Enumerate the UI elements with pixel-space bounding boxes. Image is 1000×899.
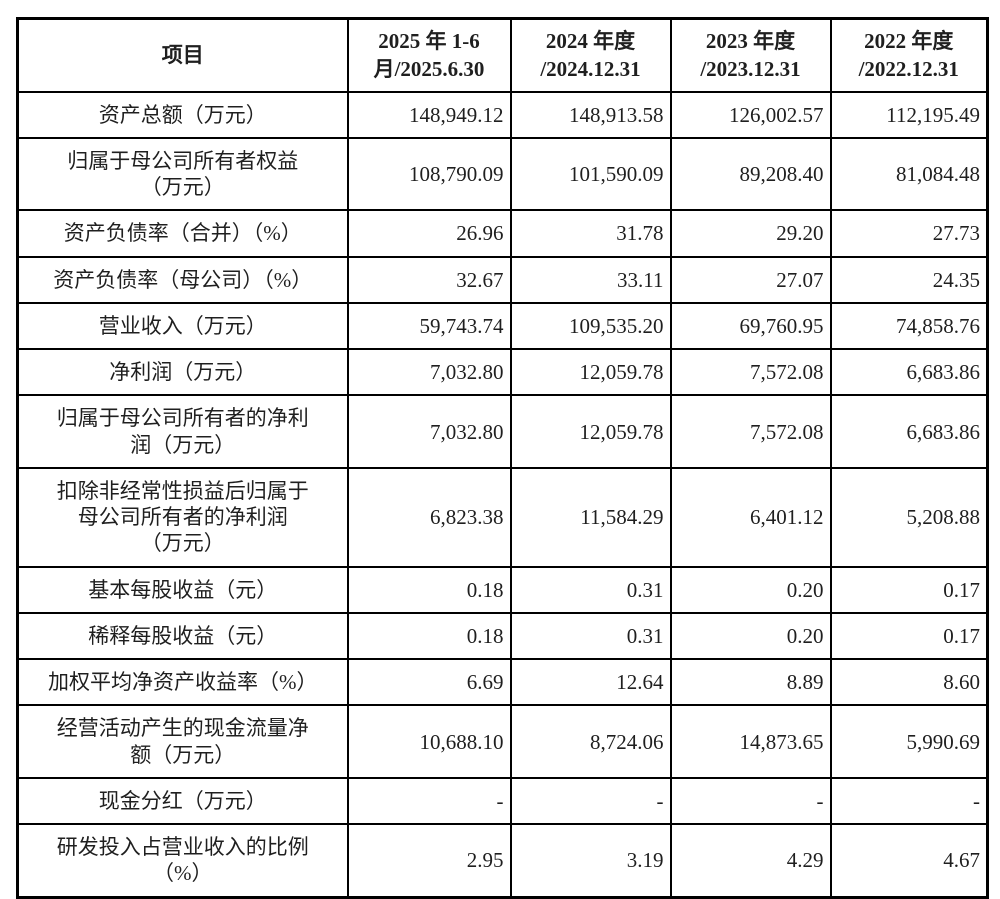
cell-value: 4.29 (669, 823, 832, 899)
table-row: 现金分红（万元） - - - - (16, 776, 989, 826)
cell-value: 0.17 (829, 565, 989, 614)
cell-value: 7,572.08 (669, 348, 832, 397)
cell-value: 12.64 (509, 658, 672, 707)
cell-value: 6,683.86 (829, 348, 989, 397)
cell-value: 12,059.78 (509, 394, 672, 469)
table-row: 资产总额（万元） 148,949.12 148,913.58 126,002.5… (16, 90, 989, 139)
row-label: 研发投入占营业收入的比例 （%） (16, 823, 349, 899)
cell-value: 10,688.10 (346, 704, 512, 779)
cell-value: 109,535.20 (509, 301, 672, 351)
document-page: 项目 2025 年 1-6 月/2025.6.30 2024 年度 /2024.… (16, 17, 989, 899)
table-row: 资产负债率（母公司）（%） 32.67 33.11 27.07 24.35 (16, 255, 989, 304)
cell-value: 5,208.88 (829, 466, 989, 568)
cell-value: - (829, 776, 989, 826)
cell-value: 148,913.58 (509, 90, 672, 139)
cell-value: 29.20 (669, 209, 832, 258)
cell-value: 74,858.76 (829, 301, 989, 351)
cell-value: - (509, 776, 672, 826)
table-row: 扣除非经常性损益后归属于 母公司所有者的净利润 （万元） 6,823.38 11… (16, 466, 989, 568)
table-row: 归属于母公司所有者权益 （万元） 108,790.09 101,590.09 8… (16, 136, 989, 212)
cell-value: 0.31 (509, 611, 672, 661)
cell-value: 4.67 (829, 823, 989, 899)
cell-value: 3.19 (509, 823, 672, 899)
cell-value: 0.18 (346, 565, 512, 614)
row-label: 净利润（万元） (16, 348, 349, 397)
table-row: 营业收入（万元） 59,743.74 109,535.20 69,760.95 … (16, 301, 989, 351)
cell-value: - (669, 776, 832, 826)
cell-value: 6,683.86 (829, 394, 989, 469)
cell-value: 81,084.48 (829, 136, 989, 212)
row-label: 归属于母公司所有者的净利 润（万元） (16, 394, 349, 469)
row-label: 经营活动产生的现金流量净 额（万元） (16, 704, 349, 779)
cell-value: 12,059.78 (509, 348, 672, 397)
row-label: 资产负债率（合并）（%） (16, 209, 349, 258)
cell-value: 2.95 (346, 823, 512, 899)
cell-value: 148,949.12 (346, 90, 512, 139)
cell-value: 5,990.69 (829, 704, 989, 779)
cell-value: 101,590.09 (509, 136, 672, 212)
table-row: 归属于母公司所有者的净利 润（万元） 7,032.80 12,059.78 7,… (16, 394, 989, 469)
cell-value: 26.96 (346, 209, 512, 258)
cell-value: 8,724.06 (509, 704, 672, 779)
row-label: 营业收入（万元） (16, 301, 349, 351)
header-period-2024: 2024 年度 /2024.12.31 (509, 17, 672, 93)
cell-value: 8.60 (829, 658, 989, 707)
cell-value: 7,032.80 (346, 348, 512, 397)
header-item: 项目 (16, 17, 349, 93)
table-row: 净利润（万元） 7,032.80 12,059.78 7,572.08 6,68… (16, 348, 989, 397)
cell-value: 0.17 (829, 611, 989, 661)
cell-value: 14,873.65 (669, 704, 832, 779)
cell-value: 6.69 (346, 658, 512, 707)
cell-value: 31.78 (509, 209, 672, 258)
row-label: 基本每股收益（元） (16, 565, 349, 614)
cell-value: 7,032.80 (346, 394, 512, 469)
cell-value: 32.67 (346, 255, 512, 304)
cell-value: 27.73 (829, 209, 989, 258)
cell-value: 24.35 (829, 255, 989, 304)
cell-value: 0.31 (509, 565, 672, 614)
cell-value: 6,823.38 (346, 466, 512, 568)
row-label: 现金分红（万元） (16, 776, 349, 826)
cell-value: 126,002.57 (669, 90, 832, 139)
cell-value: 7,572.08 (669, 394, 832, 469)
cell-value: 89,208.40 (669, 136, 832, 212)
table-row: 基本每股收益（元） 0.18 0.31 0.20 0.17 (16, 565, 989, 614)
cell-value: 11,584.29 (509, 466, 672, 568)
row-label: 扣除非经常性损益后归属于 母公司所有者的净利润 （万元） (16, 466, 349, 568)
cell-value: 8.89 (669, 658, 832, 707)
cell-value: 59,743.74 (346, 301, 512, 351)
header-period-2025: 2025 年 1-6 月/2025.6.30 (346, 17, 512, 93)
table-row: 研发投入占营业收入的比例 （%） 2.95 3.19 4.29 4.67 (16, 823, 989, 899)
cell-value: 0.18 (346, 611, 512, 661)
row-label: 加权平均净资产收益率（%） (16, 658, 349, 707)
cell-value: 27.07 (669, 255, 832, 304)
row-label: 资产负债率（母公司）（%） (16, 255, 349, 304)
table-row: 稀释每股收益（元） 0.18 0.31 0.20 0.17 (16, 611, 989, 661)
table-row: 经营活动产生的现金流量净 额（万元） 10,688.10 8,724.06 14… (16, 704, 989, 779)
cell-value: 112,195.49 (829, 90, 989, 139)
cell-value: 0.20 (669, 565, 832, 614)
cell-value: 69,760.95 (669, 301, 832, 351)
row-label: 稀释每股收益（元） (16, 611, 349, 661)
financial-summary-table: 项目 2025 年 1-6 月/2025.6.30 2024 年度 /2024.… (16, 17, 989, 899)
header-period-2022: 2022 年度 /2022.12.31 (829, 17, 989, 93)
table-header-row: 项目 2025 年 1-6 月/2025.6.30 2024 年度 /2024.… (16, 17, 989, 93)
cell-value: - (346, 776, 512, 826)
header-period-2023: 2023 年度 /2023.12.31 (669, 17, 832, 93)
row-label: 资产总额（万元） (16, 90, 349, 139)
cell-value: 6,401.12 (669, 466, 832, 568)
cell-value: 108,790.09 (346, 136, 512, 212)
row-label: 归属于母公司所有者权益 （万元） (16, 136, 349, 212)
cell-value: 33.11 (509, 255, 672, 304)
table-row: 加权平均净资产收益率（%） 6.69 12.64 8.89 8.60 (16, 658, 989, 707)
table-row: 资产负债率（合并）（%） 26.96 31.78 29.20 27.73 (16, 209, 989, 258)
cell-value: 0.20 (669, 611, 832, 661)
